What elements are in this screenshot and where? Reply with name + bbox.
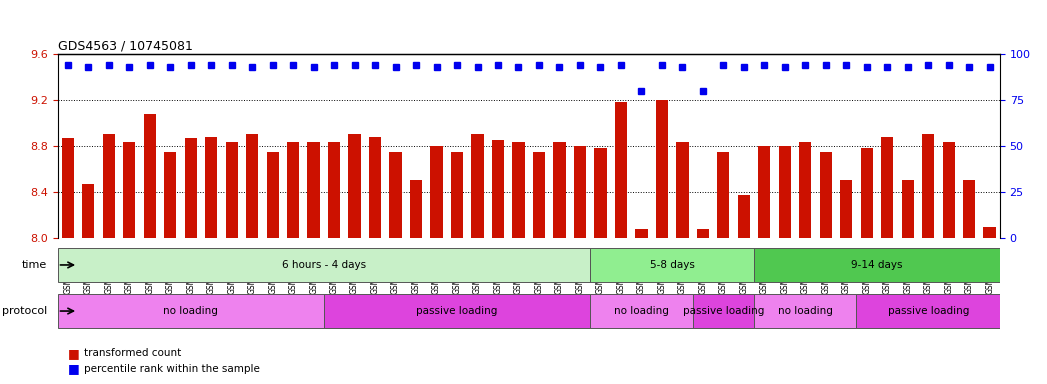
FancyBboxPatch shape bbox=[58, 248, 591, 282]
Bar bbox=[410, 180, 422, 238]
Bar bbox=[533, 152, 545, 238]
Bar bbox=[983, 227, 996, 238]
Bar bbox=[615, 102, 627, 238]
Text: 9-14 days: 9-14 days bbox=[851, 260, 903, 270]
Bar bbox=[553, 142, 565, 238]
Bar bbox=[246, 134, 259, 238]
FancyBboxPatch shape bbox=[324, 294, 591, 328]
Bar bbox=[717, 152, 730, 238]
FancyBboxPatch shape bbox=[754, 248, 1000, 282]
Text: passive loading: passive loading bbox=[888, 306, 968, 316]
Bar bbox=[287, 142, 299, 238]
Bar bbox=[738, 195, 750, 238]
FancyBboxPatch shape bbox=[856, 294, 1000, 328]
Bar bbox=[820, 152, 832, 238]
Text: percentile rank within the sample: percentile rank within the sample bbox=[84, 364, 260, 374]
Bar bbox=[512, 142, 525, 238]
FancyBboxPatch shape bbox=[754, 294, 856, 328]
Bar bbox=[595, 148, 606, 238]
Text: protocol: protocol bbox=[2, 306, 47, 316]
Bar bbox=[124, 142, 135, 238]
Bar bbox=[143, 114, 156, 238]
Bar bbox=[882, 137, 893, 238]
Bar bbox=[471, 134, 484, 238]
Bar bbox=[308, 142, 319, 238]
Bar bbox=[349, 134, 361, 238]
Bar bbox=[942, 142, 955, 238]
Bar bbox=[758, 146, 771, 238]
Text: 6 hours - 4 days: 6 hours - 4 days bbox=[282, 260, 366, 270]
Bar bbox=[963, 180, 976, 238]
Bar bbox=[225, 142, 238, 238]
Bar bbox=[655, 100, 668, 238]
Text: no loading: no loading bbox=[778, 306, 832, 316]
Bar bbox=[636, 229, 647, 238]
Bar bbox=[62, 138, 74, 238]
Bar bbox=[430, 146, 443, 238]
Text: GDS4563 / 10745081: GDS4563 / 10745081 bbox=[58, 40, 193, 53]
Bar bbox=[840, 180, 852, 238]
Text: transformed count: transformed count bbox=[84, 348, 181, 358]
Bar bbox=[184, 138, 197, 238]
Bar bbox=[389, 152, 402, 238]
Bar bbox=[676, 142, 689, 238]
Text: ■: ■ bbox=[68, 362, 80, 375]
FancyBboxPatch shape bbox=[591, 294, 693, 328]
Bar bbox=[492, 140, 505, 238]
FancyBboxPatch shape bbox=[591, 248, 754, 282]
Bar bbox=[164, 152, 176, 238]
Bar bbox=[205, 137, 218, 238]
Text: time: time bbox=[22, 260, 47, 270]
Bar bbox=[696, 229, 709, 238]
Bar bbox=[922, 134, 934, 238]
FancyBboxPatch shape bbox=[58, 294, 324, 328]
FancyBboxPatch shape bbox=[693, 294, 754, 328]
Bar bbox=[369, 137, 381, 238]
Text: no loading: no loading bbox=[163, 306, 218, 316]
Bar bbox=[574, 146, 586, 238]
Bar bbox=[82, 184, 94, 238]
Bar bbox=[103, 134, 115, 238]
Text: passive loading: passive loading bbox=[417, 306, 497, 316]
Text: ■: ■ bbox=[68, 347, 80, 360]
Text: passive loading: passive loading bbox=[683, 306, 764, 316]
Text: 5-8 days: 5-8 days bbox=[650, 260, 694, 270]
Bar bbox=[267, 152, 279, 238]
Bar bbox=[799, 142, 811, 238]
Bar bbox=[779, 146, 790, 238]
Bar bbox=[861, 148, 873, 238]
Text: no loading: no loading bbox=[614, 306, 669, 316]
Bar bbox=[451, 152, 463, 238]
Bar bbox=[328, 142, 340, 238]
Bar bbox=[901, 180, 914, 238]
